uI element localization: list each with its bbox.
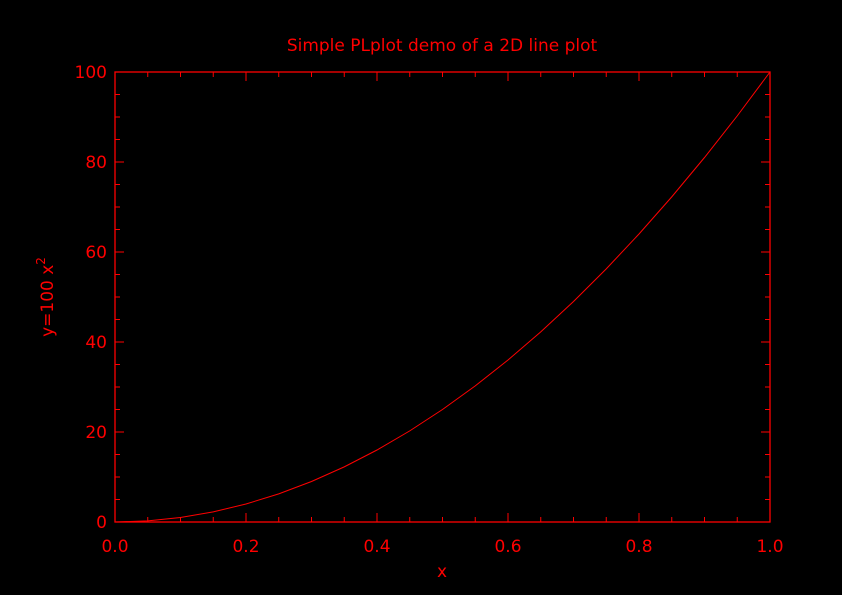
y-tick-label: 60 <box>85 243 107 263</box>
x-tick-label: 0.8 <box>625 537 652 557</box>
x-tick-label: 0.0 <box>101 537 128 557</box>
x-tick-label: 0.2 <box>232 537 259 557</box>
y-tick-label: 100 <box>75 63 107 83</box>
y-axis-label-base: y=100 x <box>38 265 58 337</box>
plot-frame <box>114 71 771 523</box>
y-tick-label: 80 <box>85 153 107 173</box>
y-tick-label: 20 <box>85 423 107 443</box>
x-axis-label: x <box>437 562 447 582</box>
y-tick-labels: 0 20 40 60 80 100 <box>75 63 107 533</box>
x-tick-label: 1.0 <box>756 537 783 557</box>
x-tick-label: 0.4 <box>363 537 390 557</box>
series-line <box>114 71 771 523</box>
x-tick-labels: 0.0 0.2 0.4 0.6 0.8 1.0 <box>101 537 783 557</box>
axes <box>114 71 771 523</box>
y-axis-label-superscript: 2 <box>34 257 48 265</box>
y-tick-label: 0 <box>96 513 107 533</box>
x-tick-label: 0.6 <box>494 537 521 557</box>
chart-title: Simple PLplot demo of a 2D line plot <box>287 36 598 56</box>
y-tick-label: 40 <box>85 333 107 353</box>
y-axis-label: y=100 x2 <box>34 257 58 337</box>
